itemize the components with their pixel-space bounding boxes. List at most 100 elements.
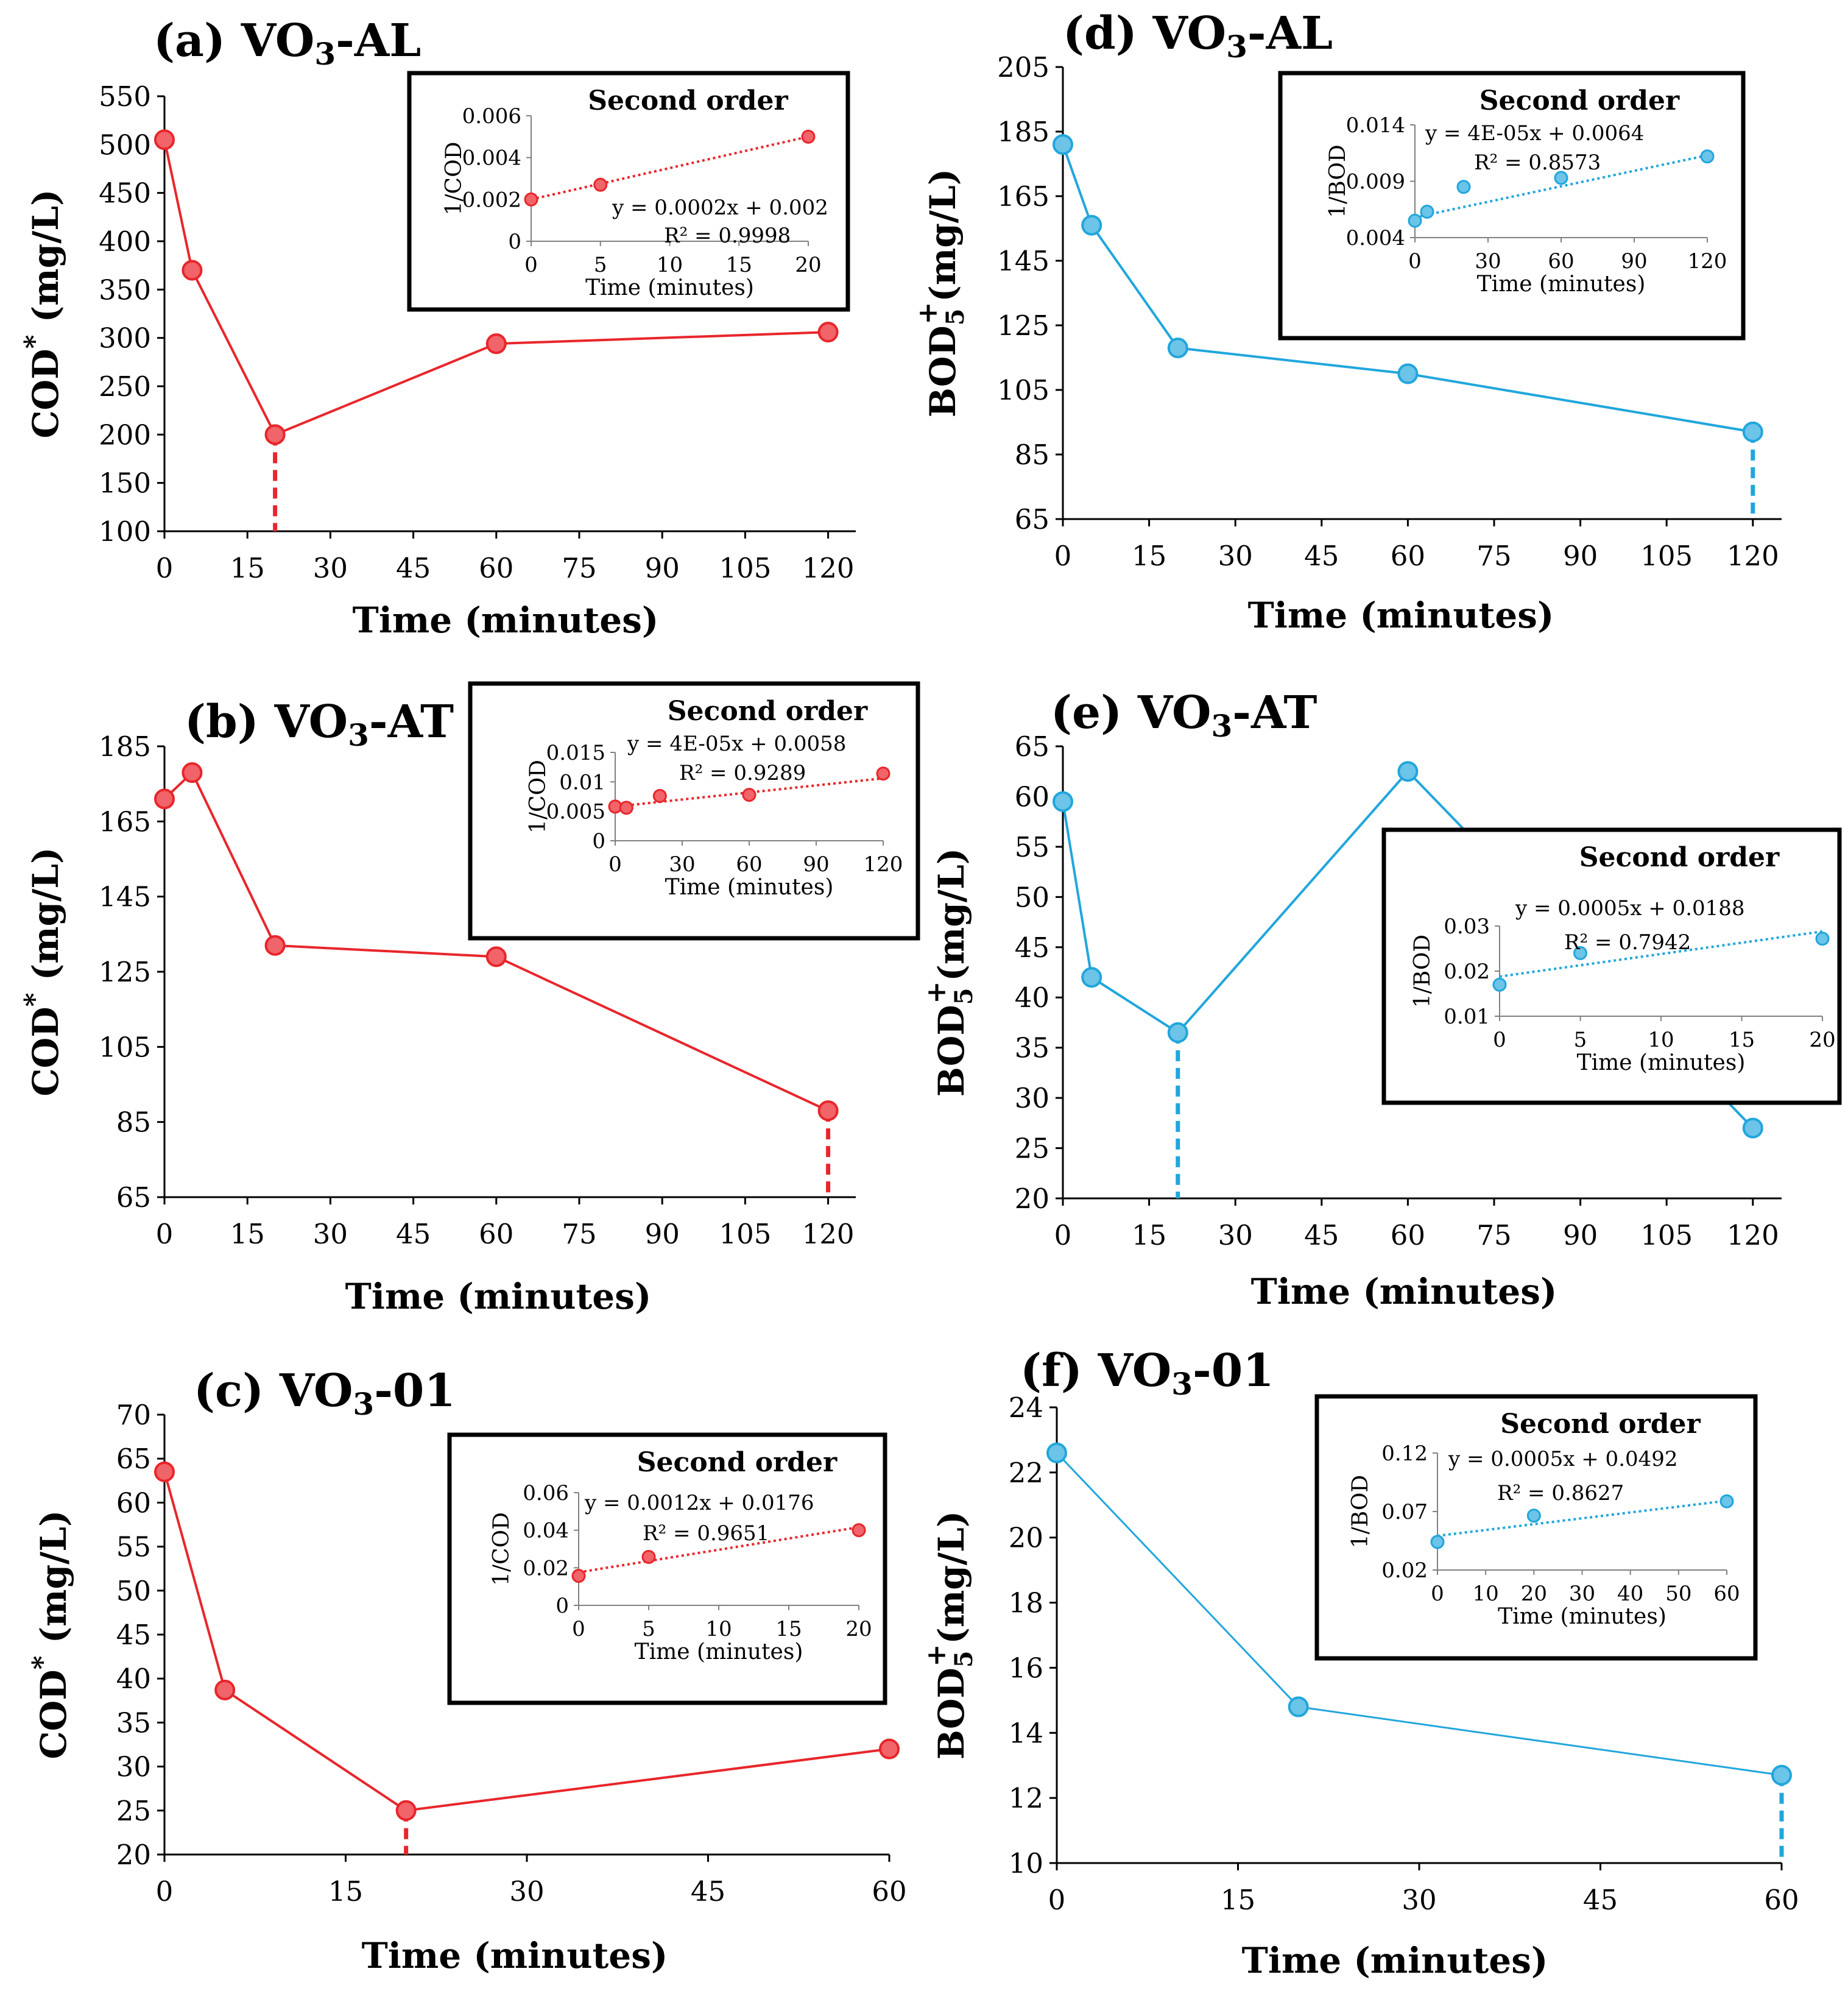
inset-x-tick-label: 0	[1408, 249, 1422, 274]
data-point	[154, 788, 175, 810]
x-tick-label: 0	[1048, 1884, 1066, 1916]
y-tick-label: 50	[1015, 881, 1049, 913]
y-axis-label-unit: (mg/L)	[33, 1510, 74, 1656]
inset-x-tick-label: 60	[736, 852, 762, 877]
inset-x-axis-label: Time (minutes)	[635, 1639, 803, 1664]
data-point	[154, 129, 175, 150]
y-tick-label: 16	[1009, 1652, 1043, 1684]
inset-x-tick-label: 60	[1713, 1582, 1740, 1606]
data-point	[182, 762, 203, 783]
inset-y-tick-label: 0.04	[523, 1519, 569, 1543]
y-tick-label: 125	[99, 956, 151, 988]
data-point	[264, 935, 286, 956]
inset-title: Second order	[1579, 842, 1780, 873]
data-point	[1397, 363, 1419, 384]
inset-equation: y = 0.0005x + 0.0188	[1515, 896, 1745, 921]
y-axis-label: COD* (mg/L)	[19, 847, 66, 1097]
inset-equation: y = 4E-05x + 0.0058	[627, 732, 846, 756]
y-axis-label-subscript: 5	[941, 308, 970, 325]
x-tick-label: 15	[1221, 1884, 1255, 1916]
inset-x-tick-label: 30	[1475, 249, 1501, 274]
y-tick-label: 150	[99, 467, 151, 500]
x-tick-label: 120	[1727, 1219, 1779, 1251]
inset-a: Second order 0 0.002 0.004 0.006 0 5 10 15 20 1/CO…	[407, 71, 850, 312]
y-tick-label: 65	[116, 1181, 151, 1214]
inset-y-tick-label: 0.01	[1444, 1005, 1490, 1029]
panel-title-prefix: (f) VO	[1020, 1345, 1171, 1397]
inset-f: Second order 0.02 0.07 0.12 0 10 20 30 40 50 60 1/B…	[1314, 1394, 1758, 1661]
inset-r-squared: R² = 0.9998	[664, 224, 791, 248]
panel-title-suffix: -AT	[1232, 687, 1317, 739]
y-tick-label: 25	[116, 1795, 151, 1827]
inset-frame	[1278, 71, 1746, 341]
x-tick-label: 75	[562, 552, 596, 584]
y-tick-label: 60	[116, 1487, 151, 1519]
y-tick-label: 30	[1015, 1082, 1049, 1114]
x-tick-label: 90	[1563, 540, 1598, 572]
inset-d: Second order 0.004 0.009 0.014 0 30 60 90 120 1/B…	[1278, 71, 1746, 341]
inset-title: Second order	[637, 1447, 838, 1478]
inset-y-tick-label: 0.009	[1346, 170, 1405, 194]
inset-y-axis-label: 1/COD	[442, 142, 467, 216]
inset-e: Second order 0.01 0.02 0.03 0 5 10 15 20 1/BOD Tim…	[1381, 827, 1842, 1105]
x-axis-label: Time (minutes)	[362, 1935, 668, 1976]
y-axis-label-unit: (mg/L)	[931, 848, 972, 981]
inset-y-axis-label: 1/COD	[526, 760, 551, 833]
inset-x-tick-label: 0	[572, 1617, 585, 1641]
x-tick-label: 45	[1583, 1884, 1618, 1916]
x-tick-label: 30	[313, 552, 348, 584]
inset-x-tick-label: 0	[608, 852, 622, 877]
y-axis-label-subscript: 5	[950, 1650, 978, 1667]
data-point	[264, 424, 286, 445]
inset-x-axis-label: Time (minutes)	[1498, 1604, 1666, 1629]
y-axis-label-mark: +	[921, 1644, 952, 1667]
inset-title: Second order	[588, 85, 788, 116]
inset-y-axis-label: 1/BOD	[1325, 144, 1350, 218]
inset-y-tick-label: 0.01	[559, 770, 605, 794]
panel-b: (b) VO3-AT COD* (mg/L) Time (minutes) 65 85 1…	[19, 681, 920, 1317]
x-tick-label: 30	[1402, 1884, 1436, 1916]
x-tick-label: 60	[1391, 540, 1425, 572]
inset-data-point	[1420, 204, 1434, 219]
inset-y-tick-label: 0.004	[462, 146, 521, 171]
inset-data-point	[619, 801, 633, 815]
x-tick-label: 15	[230, 1218, 265, 1250]
inset-x-tick-label: 30	[1569, 1582, 1595, 1606]
y-axis-label-mark: +	[912, 302, 943, 325]
y-tick-label: 14	[1009, 1717, 1043, 1749]
panel-title-suffix: -AT	[369, 696, 454, 748]
inset-frame	[1314, 1394, 1758, 1661]
inset-data-point	[652, 789, 667, 804]
inset-title: Second order	[1479, 85, 1680, 116]
x-tick-label: 105	[719, 552, 771, 584]
y-tick-label: 22	[1009, 1457, 1043, 1489]
inset-y-tick-label: 0.12	[1381, 1441, 1428, 1466]
x-tick-label: 75	[1476, 540, 1511, 572]
panel-title: (f) VO3-01	[1020, 1345, 1274, 1402]
y-tick-label: 20	[1009, 1522, 1043, 1554]
inset-x-tick-label: 5	[594, 253, 607, 277]
y-tick-label: 165	[997, 180, 1049, 213]
inset-data-point	[571, 1569, 586, 1583]
inset-frame	[468, 681, 920, 941]
y-axis-label-quantity: COD	[33, 1670, 74, 1759]
panel-title-prefix: (e) VO	[1051, 687, 1211, 739]
y-tick-label: 45	[116, 1619, 151, 1651]
y-axis-label-unit: (mg/L)	[922, 169, 964, 302]
panel-title-prefix: (d) VO	[1063, 7, 1226, 60]
x-axis-label: Time (minutes)	[353, 599, 659, 641]
x-tick-label: 0	[156, 552, 174, 584]
y-tick-label: 165	[99, 805, 151, 838]
y-tick-label: 55	[1015, 831, 1049, 863]
inset-x-tick-label: 10	[1648, 1028, 1674, 1052]
y-axis-label: COD* (mg/L)	[27, 1510, 74, 1759]
data-point	[879, 1738, 900, 1759]
inset-y-axis-label: 1/BOD	[1410, 935, 1435, 1008]
panel-title-suffix: -01	[374, 1365, 456, 1417]
inset-x-tick-label: 5	[642, 1617, 655, 1641]
inset-y-tick-label: 0.014	[1346, 113, 1405, 138]
inset-x-tick-label: 50	[1665, 1582, 1691, 1606]
inset-x-axis-label: Time (minutes)	[585, 275, 754, 300]
